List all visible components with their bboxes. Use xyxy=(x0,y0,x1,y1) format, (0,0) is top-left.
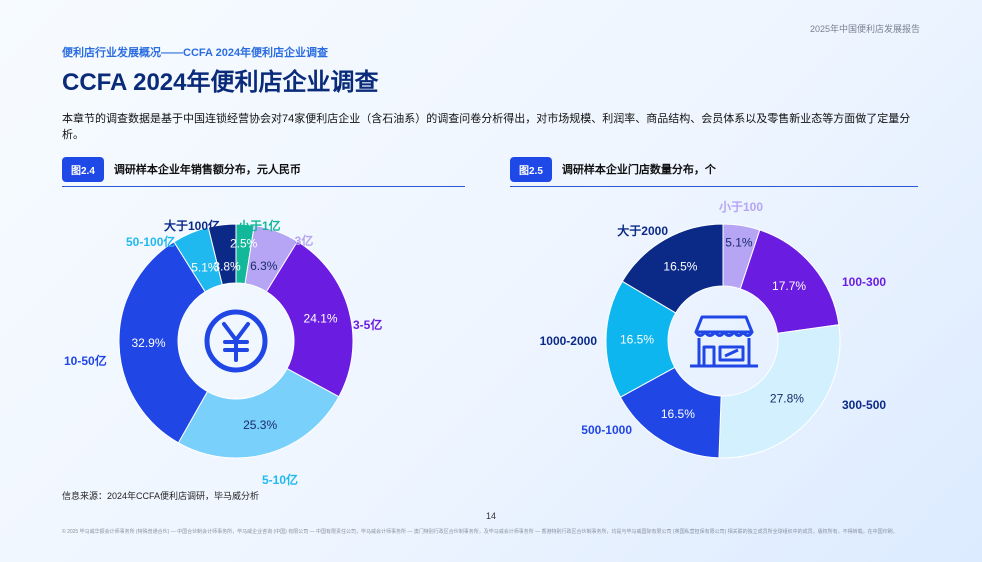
slice-value-label: 16.5% xyxy=(620,333,654,347)
donut-slice xyxy=(118,241,209,444)
category-label: 50-100亿 xyxy=(126,234,175,249)
category-label: 3-5亿 xyxy=(353,317,382,332)
page-title: CCFA 2024年便利店企业调查 xyxy=(62,69,379,96)
category-label: 5-10亿 xyxy=(262,472,298,487)
figure-tag: 图2.5 xyxy=(510,156,552,182)
slice-value-label: 5.1% xyxy=(725,235,753,249)
slice-value-label: 5.1% xyxy=(191,260,219,274)
category-label: 大于2000 xyxy=(617,223,668,238)
slice-value-label: 24.1% xyxy=(304,311,338,325)
slice-value-label: 3.8% xyxy=(213,260,241,274)
category-label: 1-3亿 xyxy=(284,233,313,248)
figure-title: 调研样本企业年销售额分布，元人民币 xyxy=(113,164,301,176)
slice-value-label: 17.7% xyxy=(772,279,806,293)
slice-value-label: 25.3% xyxy=(243,418,277,432)
category-label: 500-1000 xyxy=(581,423,632,437)
section-subtitle: 便利店行业发展概况——CCFA 2024年便利店企业调查 xyxy=(62,47,329,59)
report-name: 2025年中国便利店发展报告 xyxy=(809,24,920,34)
category-label: 100-300 xyxy=(842,275,886,289)
footer-disclaimer: © 2025 毕马威华振会计师事务所 (特殊普通合伙) — 中国合伙制会计师事务… xyxy=(62,529,898,535)
yuan-icon xyxy=(204,309,268,373)
slice-value-labels: 2.5% 6.3% 24.1% 25.3% 32.9% 5.1%3.8% xyxy=(132,236,338,432)
category-label: 1000-2000 xyxy=(540,334,598,348)
donut-slice xyxy=(207,223,237,286)
category-label: 10-50亿 xyxy=(64,353,107,368)
category-labels: 小于100 100-300 300-500 500-1000 1000-2000 大于20… xyxy=(540,199,887,437)
source-note: 信息来源：2024年CCFA便利店调研，毕马威分析 xyxy=(62,491,260,501)
slice-value-label: 16.5% xyxy=(663,259,697,273)
category-label: 小于1亿 xyxy=(238,218,281,233)
slice-value-label: 27.8% xyxy=(770,392,804,406)
donut-slice xyxy=(739,229,840,334)
slice-value-label: 2.5% xyxy=(230,236,258,250)
divider xyxy=(510,186,918,187)
figure-tag: 图2.4 xyxy=(62,156,104,182)
donut-slices xyxy=(118,223,354,459)
donut-slice xyxy=(177,367,340,459)
category-label: 小于100 xyxy=(719,199,763,214)
slice-value-label: 32.9% xyxy=(132,336,166,350)
slice-value-label: 6.3% xyxy=(250,259,278,273)
donut-slice xyxy=(265,240,354,398)
divider xyxy=(62,186,465,187)
figure-title: 调研样本企业门店数量分布，个 xyxy=(561,164,716,176)
category-label: 大于100亿 xyxy=(164,218,220,233)
page-number: 14 xyxy=(486,511,497,521)
donut-slice xyxy=(621,223,724,314)
figure-header-stores: 图2.5 调研样本企业门店数量分布，个 xyxy=(510,156,716,182)
donut-slice xyxy=(718,324,841,459)
donut-slices xyxy=(605,223,841,459)
slice-value-label: 16.5% xyxy=(661,407,695,421)
figure-header-sales: 图2.4 调研样本企业年销售额分布，元人民币 xyxy=(62,156,301,182)
slice-value-labels: 5.1% 17.7% 27.8% 16.5% 16.5% 16.5% xyxy=(620,235,806,421)
intro-paragraph: 本章节的调查数据是基于中国连锁经营协会对74家便利店企业（含石油系）的调查问卷分… xyxy=(62,113,911,141)
category-label: 300-500 xyxy=(842,398,886,412)
storefront-icon xyxy=(690,315,758,368)
